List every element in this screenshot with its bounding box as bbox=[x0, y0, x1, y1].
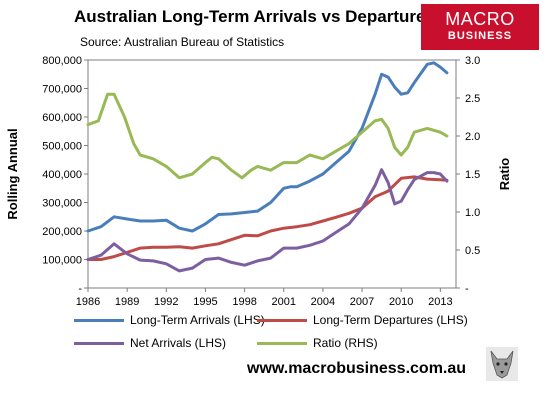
x-tick-label: 1998 bbox=[232, 296, 256, 308]
macrobusiness-logo[interactable]: MACRO BUSINESS bbox=[421, 4, 539, 50]
y-left-tick-label: 500,000 bbox=[42, 141, 82, 153]
x-tick-label: 1989 bbox=[115, 296, 139, 308]
y-left-tick-label: 300,000 bbox=[42, 198, 82, 210]
x-tick-label: 2004 bbox=[311, 296, 335, 308]
x-tick-label: 1992 bbox=[154, 296, 178, 308]
y-right-tick-label: 3.0 bbox=[465, 55, 480, 67]
y-left-axis-label: Rolling Annual bbox=[5, 128, 20, 219]
y-left-tick-label: 700,000 bbox=[42, 84, 82, 96]
x-tick-label: 2007 bbox=[350, 296, 374, 308]
y-left-tick-label: 800,000 bbox=[42, 55, 82, 67]
footer-url[interactable]: www.macrobusiness.com.au bbox=[247, 360, 467, 377]
y-right-tick-label: 1.0 bbox=[465, 207, 480, 219]
y-left-tick-label: 400,000 bbox=[42, 169, 82, 181]
y-left-tick-label: 100,000 bbox=[42, 255, 82, 267]
y-left-tick-label: 200,000 bbox=[42, 226, 82, 238]
y-right-tick-label: 2.5 bbox=[465, 93, 480, 105]
y-left-tick-label: 600,000 bbox=[42, 112, 82, 124]
x-tick-label: 1986 bbox=[76, 296, 100, 308]
y-right-tick-label: 1.5 bbox=[465, 169, 480, 181]
series-line-net-arrivals bbox=[86, 168, 449, 273]
logo-line-1: MACRO bbox=[445, 9, 515, 29]
y-right-axis-label: Ratio bbox=[497, 158, 512, 191]
series-line-departures bbox=[86, 175, 449, 261]
y-right-tick-label: 0.5 bbox=[465, 245, 480, 257]
x-tick-label: 1995 bbox=[193, 296, 217, 308]
y-right-tick-label: - bbox=[465, 283, 469, 295]
chart-source: Source: Australian Bureau of Statistics bbox=[80, 35, 285, 49]
x-tick-label: 2013 bbox=[428, 296, 452, 308]
wolf-icon bbox=[486, 347, 518, 381]
y-left-tick-label: - bbox=[78, 283, 82, 295]
x-tick-label: 2001 bbox=[272, 296, 296, 308]
logo-line-2: BUSINESS bbox=[447, 30, 513, 42]
x-tick-label: 2010 bbox=[389, 296, 413, 308]
series-line-arrivals bbox=[86, 61, 449, 233]
y-right-tick-label: 2.0 bbox=[465, 131, 480, 143]
series-line-ratio bbox=[86, 92, 449, 180]
chart-title: Australian Long-Term Arrivals vs Departu… bbox=[74, 7, 435, 26]
